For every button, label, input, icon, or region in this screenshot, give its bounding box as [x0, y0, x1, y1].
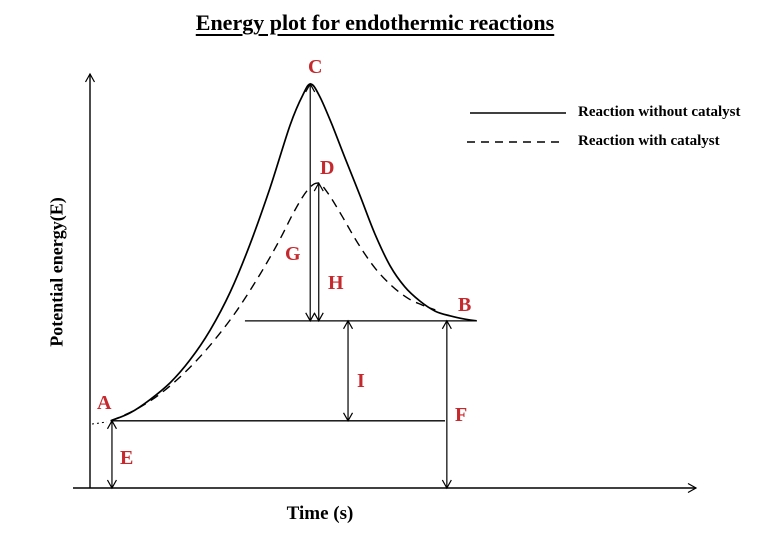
legend-label-with-catalyst: Reaction with catalyst	[578, 133, 720, 149]
label-H: H	[328, 272, 344, 294]
reference-lines	[110, 320, 477, 422]
legend-label-without-catalyst: Reaction without catalyst	[578, 104, 741, 120]
interval-arrows	[106, 82, 452, 490]
label-E: E	[120, 447, 134, 469]
label-D: D	[320, 157, 335, 179]
curve-with-catalyst	[110, 182, 436, 422]
label-A: A	[97, 392, 112, 414]
label-F: F	[455, 404, 468, 426]
label-C: C	[308, 56, 323, 78]
y-axis-label: Potential energy(E)	[46, 197, 67, 347]
page-title: Energy plot for endothermic reactions	[195, 10, 555, 35]
label-G: G	[285, 243, 301, 265]
reactant-level-tick	[91, 421, 108, 425]
label-I: I	[357, 370, 365, 392]
x-axis-label: Time (s)	[286, 503, 354, 524]
label-B: B	[458, 294, 472, 316]
